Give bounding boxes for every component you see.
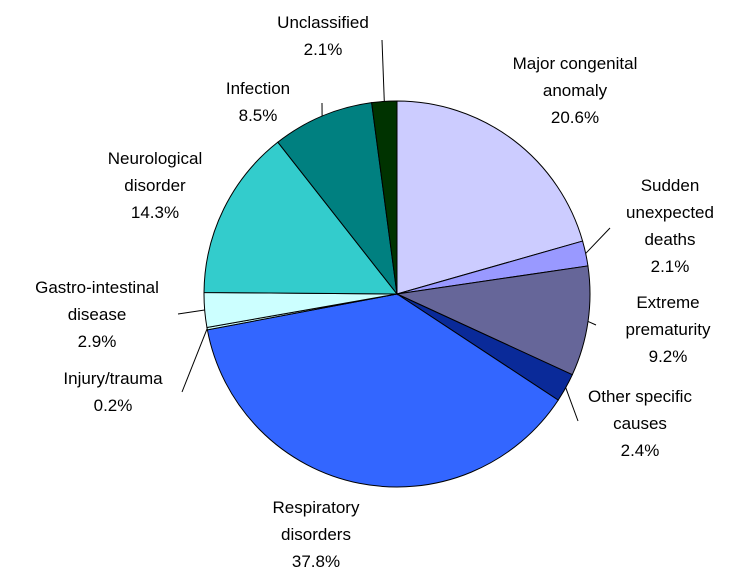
leader-line xyxy=(181,328,208,393)
category-label: Infection xyxy=(225,79,291,98)
category-label: Unclassified xyxy=(277,13,369,32)
category-label: Injury/trauma xyxy=(63,369,163,388)
pie-slice xyxy=(203,141,399,295)
value-label: 0.2% xyxy=(93,396,133,415)
category-label: Sudden unexpected deaths xyxy=(626,176,714,249)
category-label: Gastro-intestinal disease xyxy=(35,278,159,324)
slice-label: Major congenital anomaly 20.6% xyxy=(495,50,655,131)
value-label: 37.8% xyxy=(291,552,341,571)
slice-label: Neurological disorder 14.3% xyxy=(90,145,220,226)
leader-line xyxy=(587,321,597,326)
leader-line xyxy=(381,39,385,102)
leader-line xyxy=(177,309,205,315)
category-label: Respiratory disorders xyxy=(272,498,360,544)
category-label: Major congenital anomaly xyxy=(512,54,638,100)
slice-label: Unclassified 2.1% xyxy=(258,9,388,63)
value-label: 2.1% xyxy=(650,257,690,276)
slice-label: Injury/trauma 0.2% xyxy=(38,365,188,419)
slice-label: Respiratory disorders 37.8% xyxy=(261,494,371,571)
slice-label: Gastro-intestinal disease 2.9% xyxy=(17,274,177,355)
leader-line xyxy=(565,387,579,422)
value-label: 2.1% xyxy=(303,40,343,59)
category-label: Neurological disorder xyxy=(107,149,203,195)
value-label: 8.5% xyxy=(238,106,278,125)
value-label: 20.6% xyxy=(550,108,600,127)
category-label: Other specific causes xyxy=(588,387,692,433)
pie-slice xyxy=(395,265,591,376)
slice-label: Sudden unexpected deaths 2.1% xyxy=(620,172,720,280)
value-label: 9.2% xyxy=(648,347,688,366)
slice-label: Infection 8.5% xyxy=(203,75,313,129)
value-label: 2.9% xyxy=(77,332,117,351)
pie-slice xyxy=(277,102,398,296)
slice-label: Other specific causes 2.4% xyxy=(570,383,710,464)
pie-slice xyxy=(206,293,559,488)
category-label: Extreme prematurity xyxy=(625,293,711,339)
value-label: 2.4% xyxy=(620,441,660,460)
slice-label: Extreme prematurity 9.2% xyxy=(613,289,723,370)
pie-slice xyxy=(396,100,584,295)
leader-line xyxy=(585,227,611,254)
value-label: 14.3% xyxy=(130,203,180,222)
